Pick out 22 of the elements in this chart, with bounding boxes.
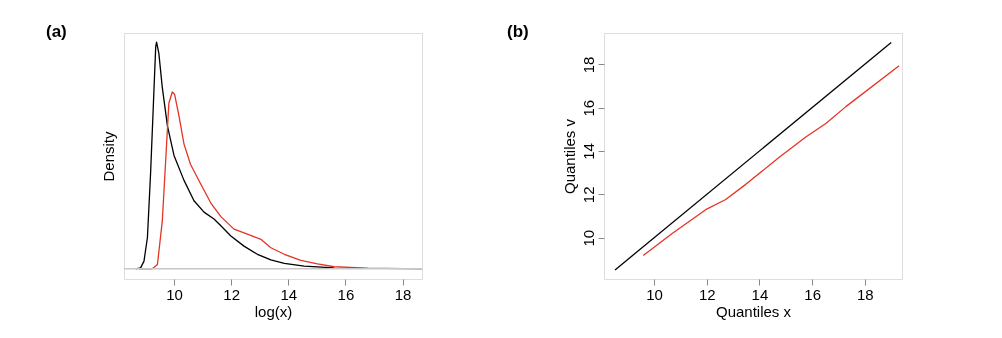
x-axis-title: log(x) [254, 302, 293, 320]
y-tick-label: 10 [579, 229, 597, 247]
x-tick-label: 10 [166, 285, 183, 303]
x-tick-label: 12 [698, 285, 716, 303]
y-axis-title: Density [99, 131, 117, 182]
x-tick-label: 12 [223, 285, 240, 303]
chart-title: (a) [46, 22, 67, 41]
y-tick-label: 12 [579, 186, 597, 204]
x-tick-label: 14 [751, 285, 769, 303]
x-tick-label: 18 [857, 285, 874, 303]
y-tick-label: 16 [579, 99, 597, 117]
line-series [642, 65, 900, 257]
x-tick-label: 10 [646, 285, 663, 303]
y-tick-label: 14 [579, 143, 597, 160]
x-axis-title: Quantiles x [715, 302, 792, 320]
chart-title: (b) [507, 22, 529, 41]
x-tick-label: 14 [280, 285, 298, 303]
y-tick-label: 18 [579, 56, 597, 74]
x-tick-label: 16 [804, 285, 821, 303]
x-tick-label: 18 [394, 285, 412, 303]
x-tick-label: 16 [337, 285, 355, 303]
y-axis-title: Quantiles v [560, 118, 578, 195]
